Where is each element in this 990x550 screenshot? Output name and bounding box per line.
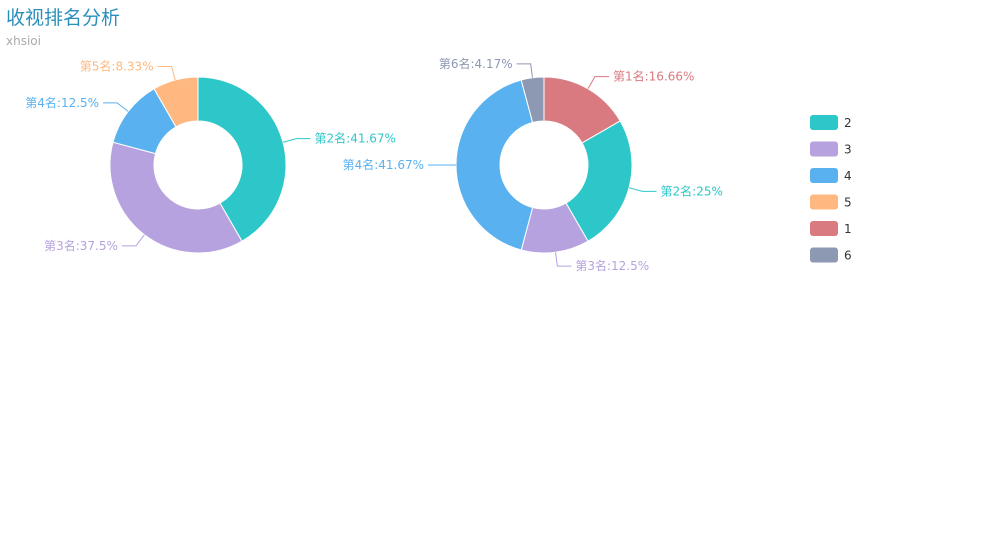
legend-swatch xyxy=(810,194,838,210)
slice-label: 第2名:41.67% xyxy=(315,131,396,146)
slice-6[interactable] xyxy=(520,76,545,124)
label-line xyxy=(121,234,145,247)
legend: 2 3 4 5 1 6 xyxy=(810,115,852,263)
legend-label: 2 xyxy=(844,116,852,130)
slice-label: 第6名:4.17% xyxy=(439,56,513,71)
slice-5[interactable] xyxy=(153,76,199,128)
slice-label: 第3名:12.5% xyxy=(575,258,649,273)
legend-label: 4 xyxy=(844,169,852,183)
label-line xyxy=(628,187,657,192)
slice-2[interactable] xyxy=(565,120,633,242)
label-line xyxy=(103,102,129,112)
legend-item-5[interactable]: 5 xyxy=(810,194,852,210)
slice-label: 第5名:8.33% xyxy=(80,58,154,73)
legend-label: 3 xyxy=(844,143,852,157)
chart-title: 收视排名分析 xyxy=(6,7,121,29)
legend-swatch xyxy=(810,221,838,236)
label-line xyxy=(555,252,572,267)
legend-item-4[interactable]: 4 xyxy=(810,168,852,183)
donut-2: 第1名:16.66% 第2名:25% 第3名:12.5% 第4名:41.67% 第6名:… xyxy=(343,56,723,273)
legend-swatch xyxy=(810,247,838,263)
legend-item-3[interactable]: 3 xyxy=(810,141,852,157)
label-line xyxy=(587,76,609,90)
label-line xyxy=(516,63,534,78)
slice-label: 第4名:12.5% xyxy=(25,95,99,110)
slice-label: 第4名:41.67% xyxy=(343,157,424,172)
slice-2[interactable] xyxy=(197,76,287,242)
slice-label: 第1名:16.66% xyxy=(613,69,694,84)
label-line xyxy=(157,65,176,81)
legend-label: 6 xyxy=(844,249,852,263)
chart-subtitle: xhsioi xyxy=(6,34,41,48)
slice-4[interactable] xyxy=(455,79,534,251)
slice-label: 第2名:25% xyxy=(661,183,723,198)
label-line xyxy=(282,138,311,143)
legend-label: 5 xyxy=(844,196,852,210)
donut-1: 第2名:41.67% 第3名:37.5% 第4名:12.5% 第5名:8.33% xyxy=(25,58,396,254)
legend-swatch xyxy=(810,115,838,130)
legend-swatch xyxy=(810,141,838,157)
legend-item-6[interactable]: 6 xyxy=(810,247,852,263)
legend-item-1[interactable]: 1 xyxy=(810,221,852,236)
slice-label: 第3名:37.5% xyxy=(44,238,118,253)
legend-swatch xyxy=(810,168,838,183)
slice-3[interactable] xyxy=(109,141,243,254)
legend-item-2[interactable]: 2 xyxy=(810,115,852,130)
legend-label: 1 xyxy=(844,222,852,236)
